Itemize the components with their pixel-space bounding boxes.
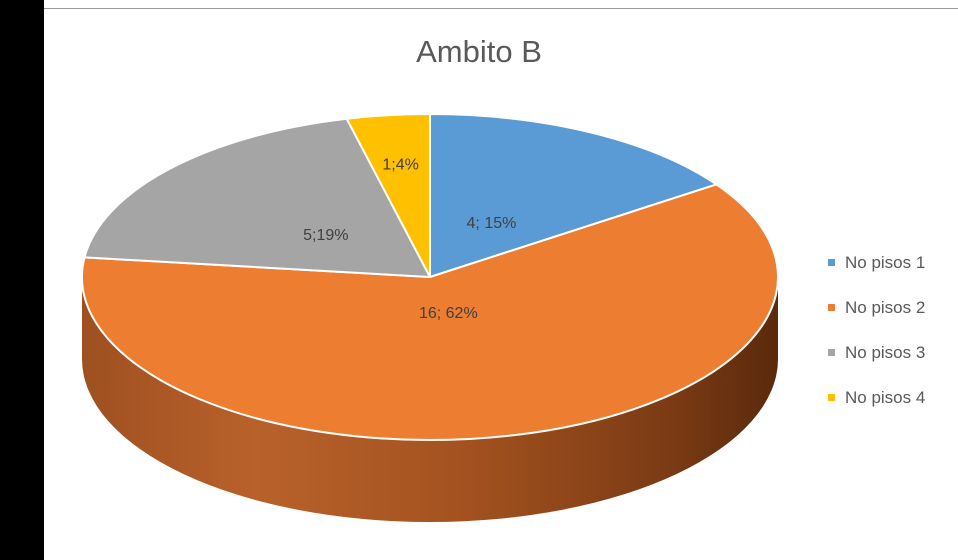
legend-label: No pisos 3 [845, 342, 926, 362]
pie-labels: 4; 15% 16; 62% 5;19% 1;4% [303, 157, 516, 322]
data-label-3: 5;19% [303, 227, 348, 244]
legend-swatch [828, 304, 835, 311]
pie-slice-3 [83, 117, 431, 278]
legend-item-4: No pisos 4 [828, 375, 925, 420]
chart-top-border [44, 8, 958, 9]
pie-slice-2 [81, 183, 779, 442]
legend-label: No pisos 1 [845, 252, 926, 272]
legend-swatch [828, 259, 835, 266]
data-label-2: 16; 62% [419, 305, 478, 322]
legend-item-1: No pisos 1 [828, 240, 925, 285]
legend-item-3: No pisos 3 [828, 330, 925, 375]
data-label-4: 1;4% [382, 157, 418, 174]
pie-slice-1 [429, 113, 718, 278]
legend-item-2: No pisos 2 [828, 285, 925, 330]
legend-swatch [828, 394, 835, 401]
pie-slices [81, 113, 779, 442]
legend-label: No pisos 2 [845, 297, 926, 317]
legend: No pisos 1 No pisos 2 No pisos 3 No pisos 4 [828, 240, 925, 420]
pie-side-surface [82, 277, 778, 522]
pie-slice-4 [345, 113, 431, 278]
legend-swatch [828, 349, 835, 356]
data-label-1: 4; 15% [467, 215, 517, 232]
pie-side-wall [82, 277, 778, 522]
left-border-bar [0, 0, 44, 560]
legend-label: No pisos 4 [845, 387, 926, 407]
chart-title: Ambito B [416, 34, 542, 69]
